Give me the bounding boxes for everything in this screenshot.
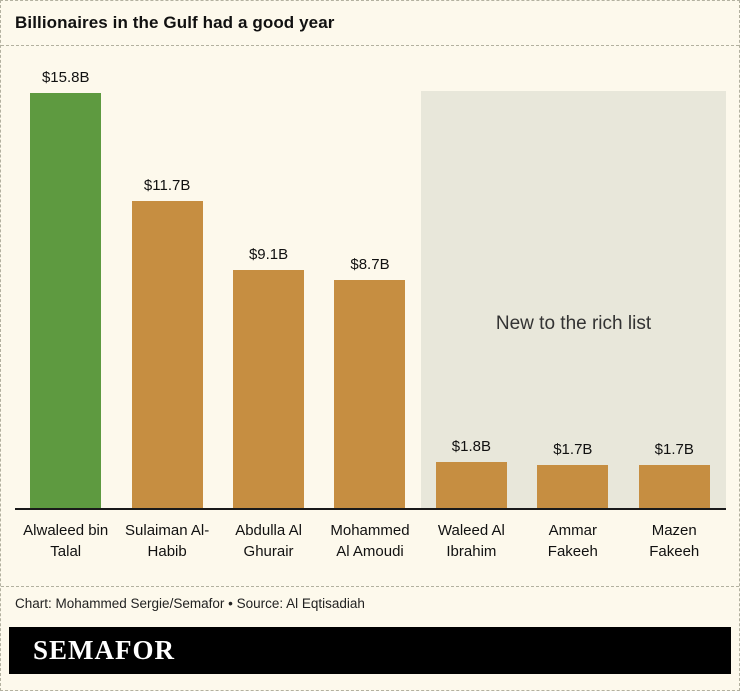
category-label: Ammar Fakeeh — [547, 522, 598, 560]
bar-column-3: $9.1B — [218, 46, 319, 510]
category-label: Alwaleed bin Talal — [23, 522, 109, 560]
footer-divider — [1, 586, 739, 587]
bars-container: $15.8B $11.7B $9.1B $8.7B $1.8B $1.7B $1.7B — [15, 46, 725, 510]
bar-column-7: $1.7B — [624, 46, 725, 510]
chart-title: Billionaires in the Gulf had a good year — [15, 13, 335, 32]
credit-line: Chart: Mohammed Sergie/Semafor • Source:… — [15, 596, 365, 611]
bar-value-label: $1.7B — [654, 441, 694, 458]
bar — [131, 201, 203, 510]
bar — [334, 280, 406, 510]
bar-column-2: $11.7B — [116, 46, 217, 510]
chart-plot-area: New to the rich list $15.8B $11.7B $9.1B $8… — [1, 46, 739, 510]
x-axis-line — [15, 508, 726, 510]
region-annotation-label: New to the rich list — [495, 313, 652, 334]
bar-value-label: $11.7B — [143, 177, 191, 194]
semafor-wordmark: SEMAFOR — [33, 635, 175, 665]
bar-column-1: $15.8B — [15, 46, 116, 510]
chart-header: Billionaires in the Gulf had a good year — [1, 1, 739, 46]
bar — [30, 93, 102, 510]
bar-column-4: $8.7B — [319, 46, 420, 510]
bar-value-label: $9.1B — [248, 246, 289, 263]
bar — [233, 270, 305, 510]
bar-value-label: $1.8B — [451, 438, 491, 455]
bar — [537, 465, 609, 510]
new-to-rich-list-region: New to the rich list — [421, 91, 726, 510]
bar-column-6: $1.7B — [522, 46, 623, 510]
category-label: Abdulla Al Ghurair — [235, 522, 302, 560]
bar-value-label: $8.7B — [350, 256, 390, 273]
bar-column-5: $1.8B — [421, 46, 522, 510]
bar — [638, 465, 710, 510]
category-label: Waleed Al Ibrahim — [437, 522, 505, 560]
bar-value-label: $15.8B — [41, 69, 90, 86]
bar-value-label: $1.7B — [553, 441, 593, 458]
category-label: Mohammed Al Amoudi — [330, 522, 410, 560]
logo-bar: SEMAFOR — [9, 627, 731, 674]
bar — [435, 462, 507, 510]
category-label: Mazen Fakeeh — [649, 522, 700, 560]
category-label: Sulaiman Al-Habib — [125, 522, 210, 560]
category-labels-row: Alwaleed bin Talal Sulaiman Al-Habib Abdul… — [1, 510, 739, 562]
